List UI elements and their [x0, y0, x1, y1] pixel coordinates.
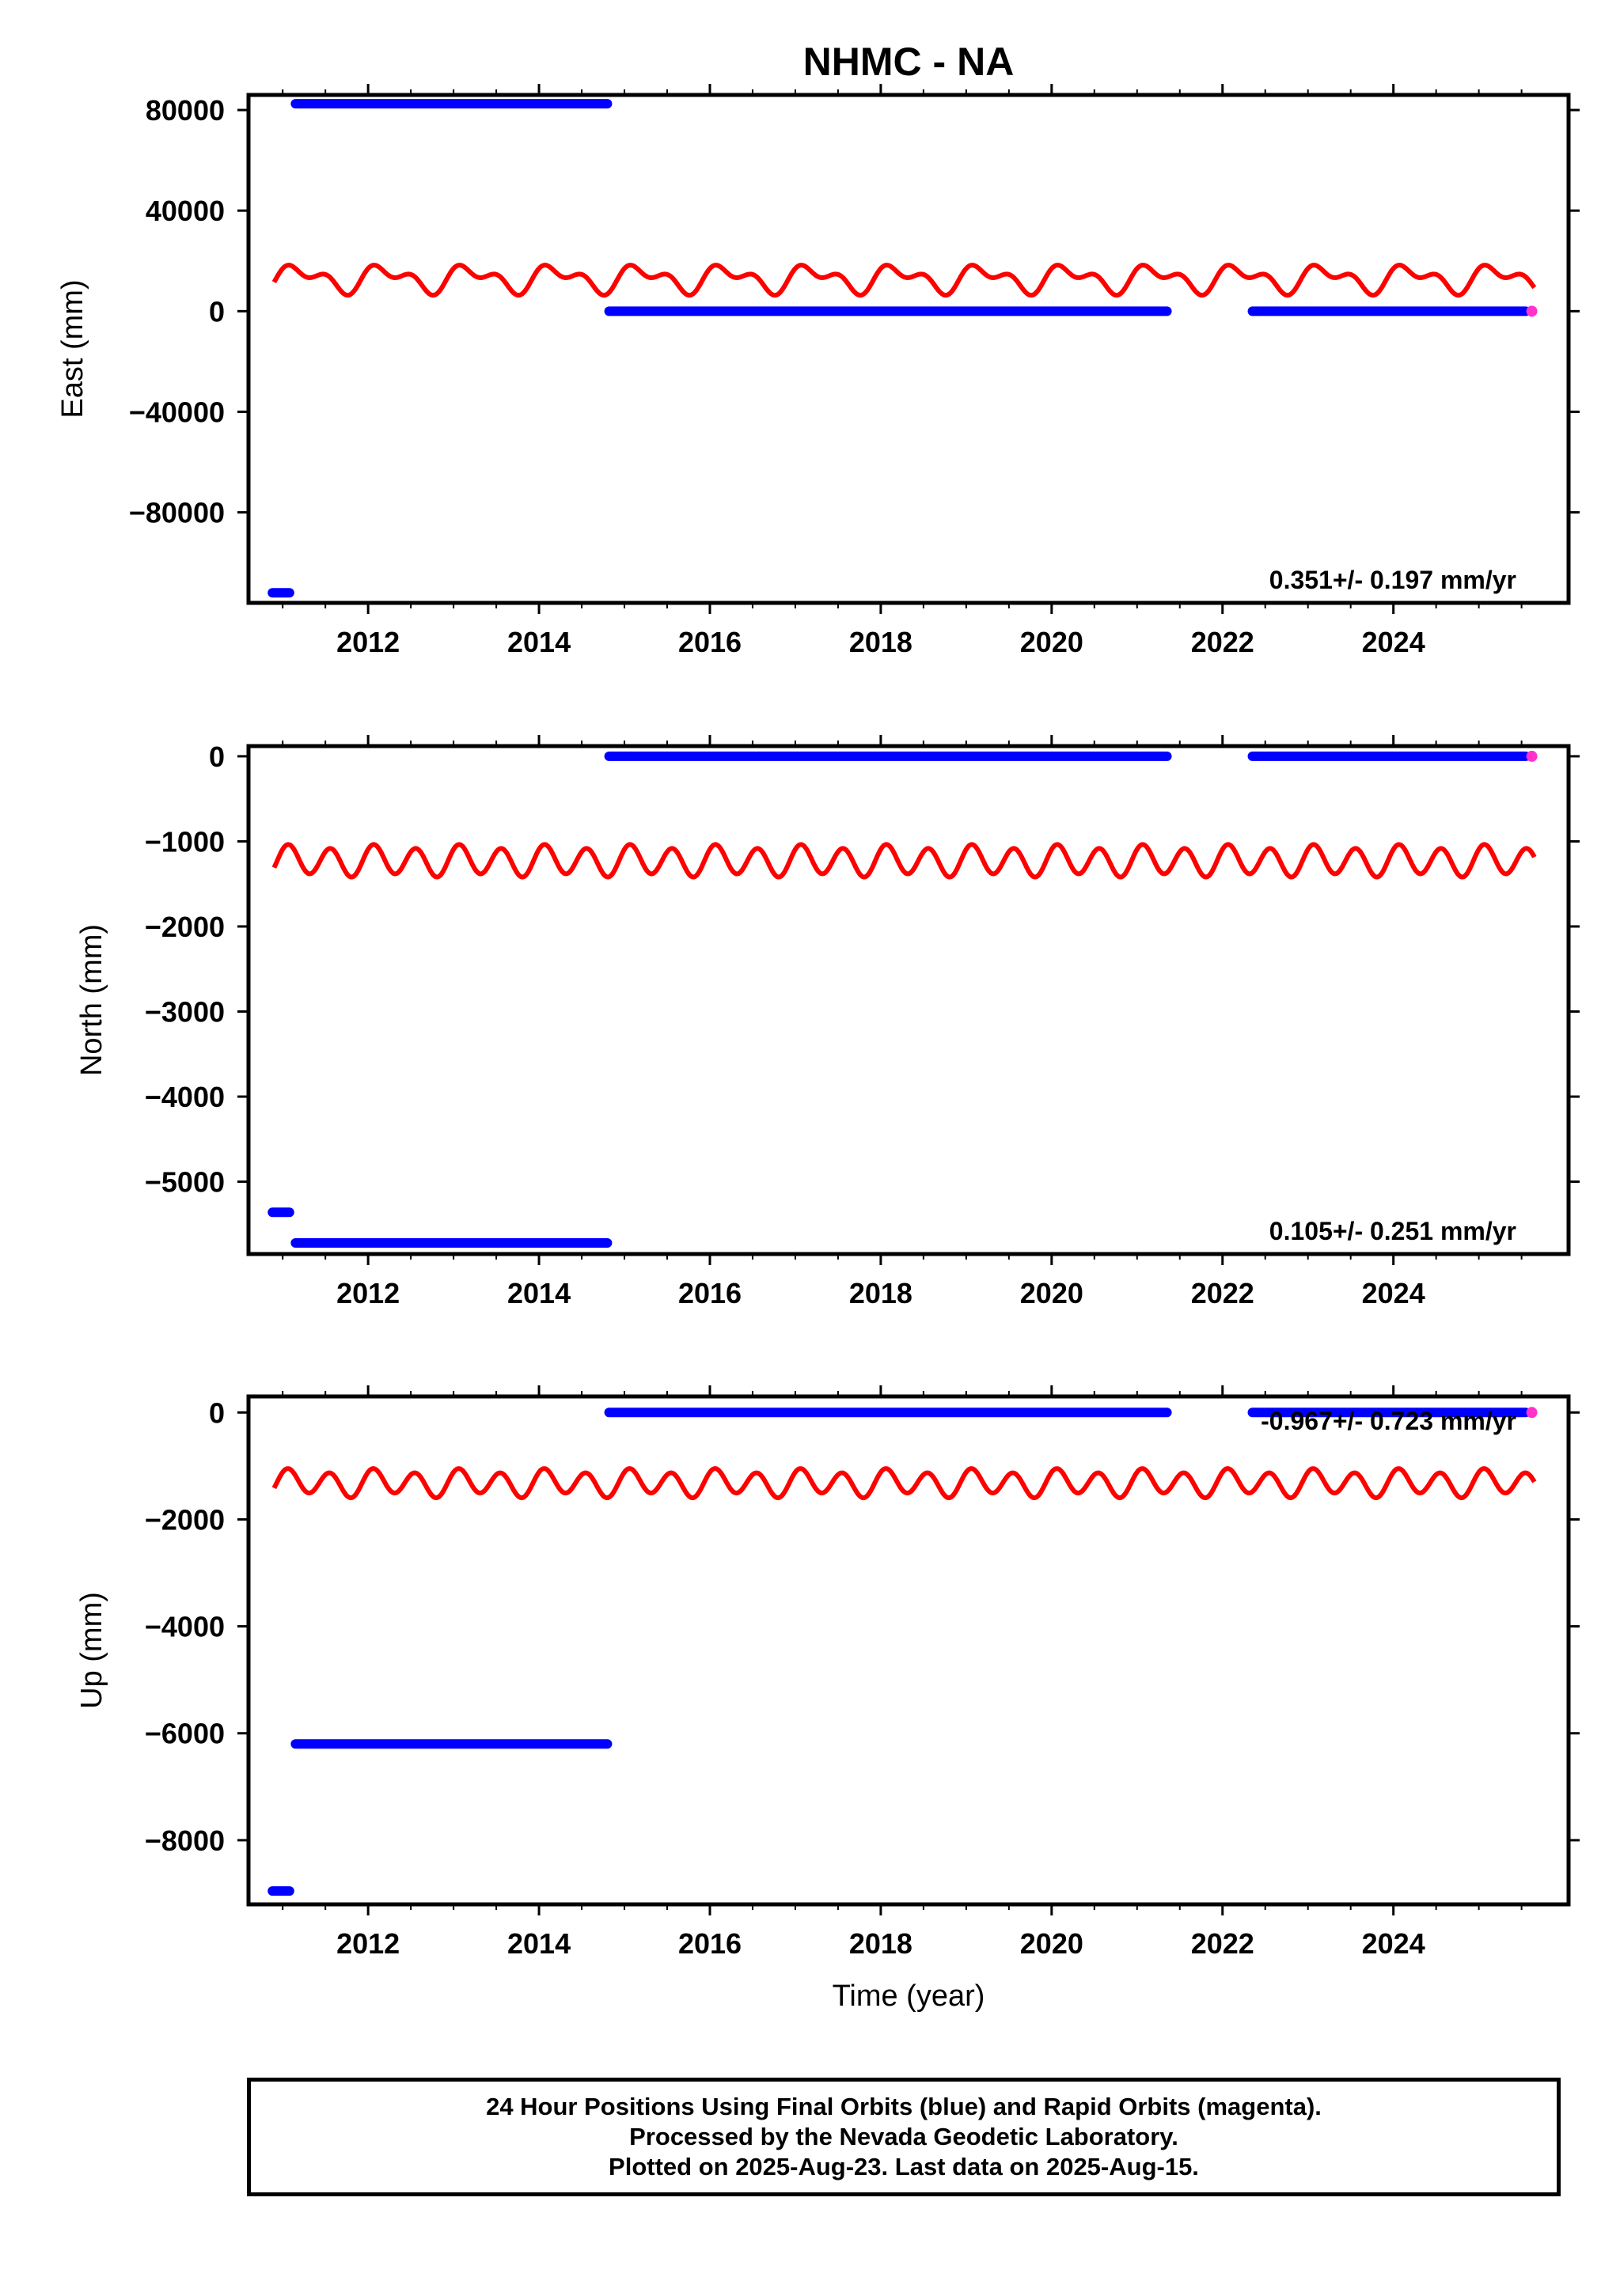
x-tick-label: 2012	[336, 1277, 400, 1309]
y-tick-label: 0	[209, 1396, 225, 1429]
caption-line: 24 Hour Positions Using Final Orbits (bl…	[486, 2093, 1322, 2120]
y-tick-label: −80000	[129, 497, 225, 529]
x-tick-label: 2012	[336, 626, 400, 658]
data-layer	[267, 1407, 1538, 1896]
y-tick-label: 0	[209, 295, 225, 328]
plot-frame	[246, 93, 1571, 605]
y-axis-title: North (mm)	[75, 924, 108, 1076]
x-tick-label: 2024	[1362, 1277, 1425, 1309]
x-tick-label: 2022	[1191, 1927, 1254, 1960]
x-tick-label: 2020	[1020, 626, 1083, 658]
rate-annotation: 0.105+/- 0.251 mm/yr	[1269, 1217, 1516, 1245]
plot-frame	[246, 744, 1571, 1256]
y-tick-label: 40000	[146, 195, 225, 227]
model-curve	[271, 263, 1537, 298]
chart-title: NHMC - NA	[803, 40, 1015, 84]
x-tick-label: 2022	[1191, 626, 1254, 658]
x-tick-label: 2018	[849, 626, 912, 658]
x-tick-label: 2024	[1362, 1927, 1425, 1960]
x-tick-label: 2020	[1020, 1927, 1083, 1960]
x-axis-title: Time (year)	[833, 1980, 985, 2013]
y-tick-label: −3000	[145, 996, 225, 1029]
caption-line: Processed by the Nevada Geodetic Laborat…	[629, 2123, 1178, 2150]
x-tick-label: 2012	[336, 1927, 400, 1960]
plot-frame	[246, 1394, 1571, 1907]
y-tick-label: −4000	[145, 1081, 225, 1113]
rate-annotation: 0.351+/- 0.197 mm/yr	[1269, 566, 1516, 594]
y-axis-title: Up (mm)	[75, 1592, 108, 1709]
y-tick-label: −4000	[145, 1611, 225, 1643]
y-tick-label: −2000	[145, 1503, 225, 1536]
y-tick-label: −6000	[145, 1718, 225, 1750]
y-axis-title: East (mm)	[56, 279, 89, 418]
x-tick-label: 2016	[678, 626, 742, 658]
caption-line: Plotted on 2025-Aug-23. Last data on 202…	[609, 2153, 1199, 2180]
y-tick-label: 80000	[146, 94, 225, 127]
rapid-orbit-point	[1526, 305, 1538, 317]
caption-box: 24 Hour Positions Using Final Orbits (bl…	[247, 2078, 1561, 2196]
y-tick-label: 0	[209, 741, 225, 773]
model-curve	[271, 842, 1537, 880]
rapid-orbit-point	[1526, 1407, 1538, 1419]
panel-2: 2012 2014 2016 2018 2020 2022 2024 0 −1000 −2000 −…	[75, 735, 1580, 1309]
x-tick-label: 2020	[1020, 1277, 1083, 1309]
y-tick-label: −40000	[129, 396, 225, 428]
x-tick-label: 2014	[507, 1927, 571, 1960]
x-tick-label: 2024	[1362, 626, 1425, 658]
y-tick-label: −2000	[145, 911, 225, 943]
panel-1: 2012 2014 2016 2018 2020 2022 2024 80000 40000 0 −…	[56, 84, 1580, 658]
y-tick-label: −8000	[145, 1824, 225, 1857]
x-tick-label: 2018	[849, 1277, 912, 1309]
x-tick-label: 2016	[678, 1277, 742, 1309]
rapid-orbit-point	[1526, 750, 1538, 762]
data-layer	[267, 99, 1538, 598]
panels: 2012 2014 2016 2018 2020 2022 2024 80000 40000 0 −…	[56, 84, 1580, 1960]
x-tick-label: 2018	[849, 1927, 912, 1960]
model-curve	[271, 1466, 1537, 1501]
y-tick-label: −5000	[145, 1166, 225, 1199]
x-tick-label: 2014	[507, 1277, 571, 1309]
x-tick-label: 2022	[1191, 1277, 1254, 1309]
data-layer	[267, 750, 1538, 1248]
x-tick-label: 2014	[507, 626, 571, 658]
rate-annotation: -0.967+/- 0.723 mm/yr	[1261, 1407, 1516, 1435]
panel-3: 2012 2014 2016 2018 2020 2022 2024 0 −2000 −4000 −…	[75, 1385, 1580, 1960]
y-tick-label: −1000	[145, 825, 225, 858]
x-tick-label: 2016	[678, 1927, 742, 1960]
